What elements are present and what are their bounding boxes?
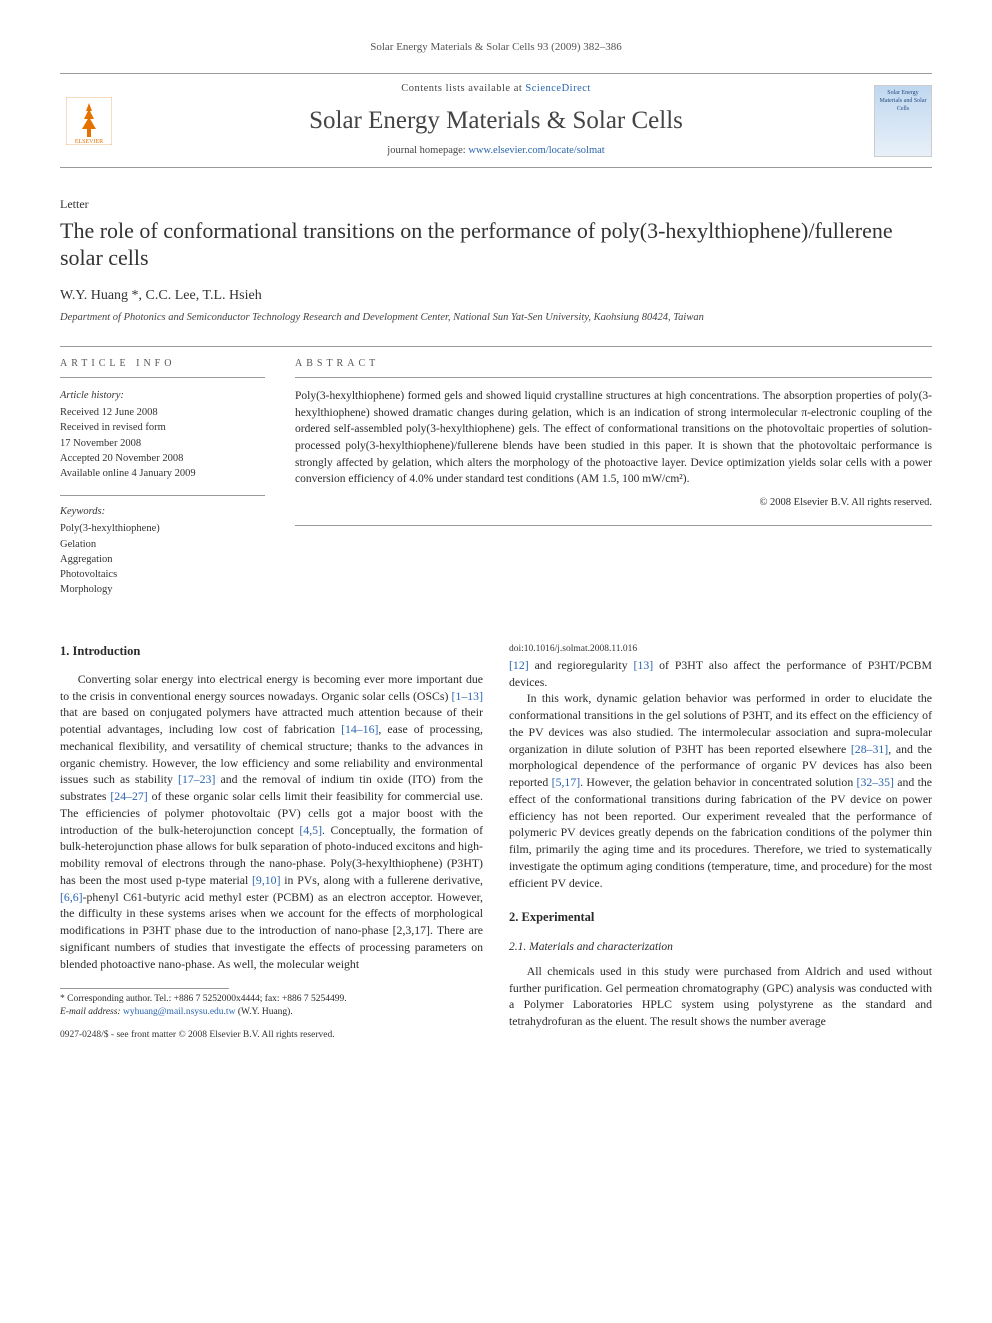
keyword-item: Poly(3-hexylthiophene) (60, 521, 265, 536)
abstract-column: ABSTRACT Poly(3-hexylthiophene) formed g… (295, 346, 932, 612)
abstract-label: ABSTRACT (295, 357, 932, 378)
citation-ref[interactable]: [4,5] (299, 823, 322, 837)
keyword-item: Gelation (60, 537, 265, 552)
journal-cover-thumbnail: Solar Energy Materials and Solar Cells (874, 85, 932, 157)
running-header: Solar Energy Materials & Solar Cells 93 … (60, 40, 932, 55)
email-line: E-mail address: wyhuang@mail.nsysu.edu.t… (60, 1006, 483, 1019)
citation-ref[interactable]: [24–27] (110, 789, 147, 803)
journal-homepage-link[interactable]: www.elsevier.com/locate/solmat (468, 145, 604, 156)
citation-ref[interactable]: [28–31] (851, 742, 888, 756)
section-1-heading: 1. Introduction (60, 643, 483, 661)
sciencedirect-link[interactable]: ScienceDirect (525, 83, 590, 94)
author-list: W.Y. Huang *, C.C. Lee, T.L. Hsieh (60, 286, 932, 306)
section-2-heading: 2. Experimental (509, 909, 932, 927)
abstract-copyright: © 2008 Elsevier B.V. All rights reserved… (295, 496, 932, 511)
contents-available-line: Contents lists available at ScienceDirec… (118, 82, 874, 97)
abstract-bottom-rule (295, 525, 932, 526)
body-paragraph: In this work, dynamic gelation behavior … (509, 690, 932, 891)
masthead-center: Contents lists available at ScienceDirec… (118, 82, 874, 158)
contents-prefix: Contents lists available at (401, 83, 525, 94)
article-history-head: Article history: (60, 388, 265, 403)
citation-ref[interactable]: [13] (634, 658, 654, 672)
citation-ref[interactable]: [6,6] (60, 890, 83, 904)
citation-ref[interactable]: [9,10] (252, 873, 281, 887)
article-title: The role of conformational transitions o… (60, 217, 932, 272)
email-label: E-mail address: (60, 1007, 123, 1017)
elsevier-tree-icon: ELSEVIER (66, 97, 112, 145)
journal-masthead: ELSEVIER Contents lists available at Sci… (60, 73, 932, 167)
homepage-prefix: journal homepage: (387, 145, 468, 156)
keyword-item: Morphology (60, 582, 265, 597)
article-info-column: ARTICLE INFO Article history: Received 1… (60, 357, 265, 612)
keywords-block: Keywords: Poly(3-hexylthiophene) Gelatio… (60, 495, 265, 597)
citation-ref[interactable]: [5,17] (552, 775, 581, 789)
body-paragraph: All chemicals used in this study were pu… (509, 963, 932, 1030)
history-line: Received in revised form (60, 420, 265, 435)
article-type-label: Letter (60, 196, 932, 213)
section-2-1-heading: 2.1. Materials and characterization (509, 939, 932, 955)
svg-text:ELSEVIER: ELSEVIER (75, 139, 103, 145)
doi-line: doi:10.1016/j.solmat.2008.11.016 (509, 643, 932, 656)
email-suffix: (W.Y. Huang). (235, 1007, 292, 1017)
body-paragraph: [12] and regioregularity [13] of P3HT al… (509, 657, 932, 691)
corresponding-author-footnote: * Corresponding author. Tel.: +886 7 525… (60, 993, 483, 1019)
author-affiliation: Department of Photonics and Semiconducto… (60, 311, 932, 326)
journal-homepage-line: journal homepage: www.elsevier.com/locat… (118, 144, 874, 159)
body-paragraph: Converting solar energy into electrical … (60, 671, 483, 973)
journal-name: Solar Energy Materials & Solar Cells (118, 103, 874, 138)
history-line: Accepted 20 November 2008 (60, 451, 265, 466)
citation-ref[interactable]: [12] (509, 658, 529, 672)
article-history-block: Article history: Received 12 June 2008 R… (60, 388, 265, 481)
citation-ref[interactable]: [32–35] (857, 775, 894, 789)
citation-ref[interactable]: [14–16] (341, 722, 378, 736)
history-line: Received 12 June 2008 (60, 405, 265, 420)
corresponding-line: * Corresponding author. Tel.: +886 7 525… (60, 993, 483, 1006)
history-line: Available online 4 January 2009 (60, 466, 265, 481)
info-abstract-container: ARTICLE INFO Article history: Received 1… (60, 346, 932, 612)
article-info-label: ARTICLE INFO (60, 357, 265, 378)
keywords-head: Keywords: (60, 504, 265, 519)
front-matter-line: 0927-0248/$ - see front matter © 2008 El… (60, 1029, 483, 1042)
history-line: 17 November 2008 (60, 436, 265, 451)
keyword-item: Aggregation (60, 552, 265, 567)
author-email-link[interactable]: wyhuang@mail.nsysu.edu.tw (123, 1007, 235, 1017)
article-body: 1. Introduction Converting solar energy … (60, 643, 932, 1042)
abstract-text: Poly(3-hexylthiophene) formed gels and s… (295, 388, 932, 488)
footnote-separator (60, 988, 229, 989)
citation-ref[interactable]: [1–13] (452, 689, 483, 703)
keyword-item: Photovoltaics (60, 567, 265, 582)
citation-ref[interactable]: [17–23] (178, 772, 215, 786)
publisher-logo: ELSEVIER (60, 88, 118, 154)
